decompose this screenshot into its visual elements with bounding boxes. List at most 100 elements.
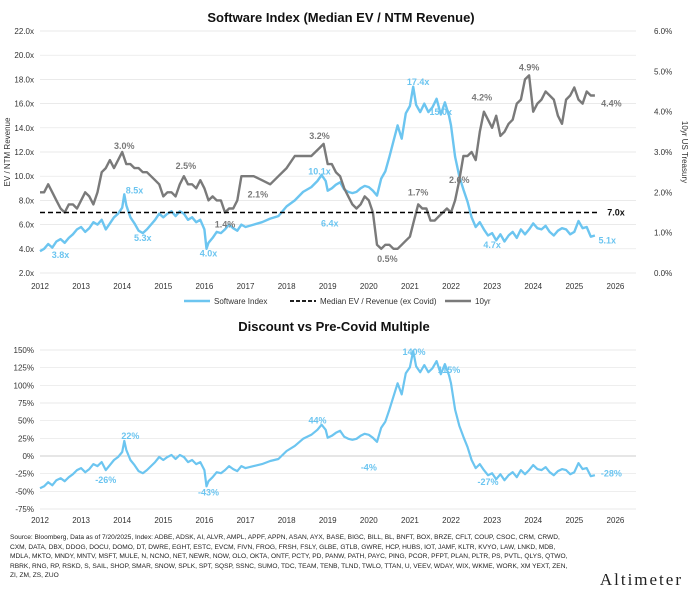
software-annotation: 10.1x [308,166,331,176]
chart2-x-tick: 2025 [565,516,583,525]
chart2-y-tick: 75% [18,399,34,408]
chart2-y-tick: -25% [15,470,34,479]
chart1-y-tick: 12.0x [14,148,34,157]
chart1-x-tick: 2015 [154,282,172,291]
software-annotation: 3.8x [52,250,70,260]
chart1-y2-axis-label: 10yr US Treasury [680,121,689,183]
altimeter-logo: Altimeter [599,570,683,589]
software-annotation: 4.0x [200,249,218,259]
legend-label: Median EV / Revenue (ex Covid) [320,297,437,306]
chart1-x-tick: 2026 [607,282,625,291]
treasury-annotation: 1.4% [215,220,236,230]
software-index-chart: Software Index (Median EV / NTM Revenue)… [3,10,689,306]
software-annotation: 5.3x [134,233,152,243]
chart1-x-tick: 2019 [319,282,337,291]
discount-chart: Discount vs Pre-Covid Multiple -75% -50% -… [14,319,636,525]
chart2-x-tick: 2019 [319,516,337,525]
chart1-y2-tick: 3.0% [654,148,672,157]
treasury-10yr-line [40,74,595,251]
chart1-y-tick: 10.0x [14,172,34,181]
chart1-y-tick: 22.0x [14,27,34,36]
chart2-x-tick: 2015 [154,516,172,525]
chart1-y-tick-labels: 2.0x 4.0x 6.0x 8.0x 10.0x 12.0x 14.0x 16.0x 18.0… [14,27,34,278]
chart2-y-tick: 100% [14,381,34,390]
chart2-x-tick: 2023 [483,516,501,525]
chart2-annotations: -26% 22% -43% 44% -4% 140% 115% -27% -28% [95,347,622,498]
chart1-series-lines [39,74,596,253]
chart2-y-tick: 25% [18,434,34,443]
chart1-y-tick: 8.0x [19,196,34,205]
chart1-x-tick: 2018 [278,282,296,291]
chart1-y2-tick: 0.0% [654,269,672,278]
chart2-x-tick: 2024 [524,516,542,525]
chart1-x-tick: 2012 [31,282,49,291]
chart1-y2-tick-labels: 0.0% 1.0% 2.0% 3.0% 4.0% 5.0% 6.0% [654,27,672,278]
discount-annotation: 140% [403,347,426,357]
discount-annotation: -4% [361,462,377,472]
software-annotation: 5.1x [598,235,616,245]
chart1-y-tick: 20.0x [14,51,34,60]
software-annotation: 17.4x [407,77,430,87]
chart1-annotations: 3.8x 8.5x 5.3x 4.0x 10.1x 6.4x 17.4x 15.0x 4.7x 5… [52,62,622,264]
discount-annotation: 44% [308,416,326,426]
chart1-x-tick: 2023 [483,282,501,291]
chart1-y-tick: 14.0x [14,124,34,133]
chart2-y-tick-labels: -75% -50% -25% 0% 25% 50% 75% 100% 125% 150% [14,346,34,514]
chart2-title: Discount vs Pre-Covid Multiple [238,319,429,334]
software-annotation: 4.7x [483,240,501,250]
treasury-annotation: 2.6% [449,175,470,185]
chart1-y-tick: 16.0x [14,100,34,109]
discount-annotation: -27% [478,477,499,487]
legend-label: Software Index [214,297,267,306]
chart-canvas: Software Index (Median EV / NTM Revenue)… [3,10,689,525]
median-line-label: 7.0x [607,208,625,218]
chart2-x-tick: 2021 [401,516,419,525]
chart2-x-tick: 2022 [442,516,460,525]
chart2-x-tick: 2016 [196,516,214,525]
chart2-y-tick: -75% [15,505,34,514]
chart2-x-tick: 2014 [113,516,131,525]
discount-annotation: 22% [121,431,139,441]
chart1-x-tick: 2025 [565,282,583,291]
chart1-x-tick: 2014 [113,282,131,291]
chart1-x-tick: 2017 [237,282,255,291]
chart2-y-tick: 50% [18,417,34,426]
chart2-x-tick: 2020 [360,516,378,525]
chart1-gridlines [40,30,636,274]
chart2-x-tick: 2012 [31,516,49,525]
chart2-series-line [39,349,596,490]
treasury-annotation: 4.4% [601,99,622,109]
treasury-annotation: 4.2% [472,93,493,103]
chart1-x-tick: 2020 [360,282,378,291]
chart2-y-tick: -50% [15,487,34,496]
software-annotation: 6.4x [321,218,339,228]
chart2-x-tick: 2026 [607,516,625,525]
chart1-x-tick-labels: 2012 2013 2014 2015 2016 2017 2018 2019 2020 2021… [31,282,625,291]
treasury-annotation: 2.1% [248,189,269,199]
chart1-legend: Software Index Median EV / Revenue (ex Co… [184,297,491,306]
software-annotation: 8.5x [126,186,144,196]
chart2-y-tick: 125% [14,364,34,373]
chart1-y2-tick: 6.0% [654,27,672,36]
chart2-x-tick: 2013 [72,516,90,525]
chart1-x-tick: 2013 [72,282,90,291]
chart2-gridlines [40,349,636,510]
treasury-annotation: 2.5% [176,161,197,171]
chart2-y-tick: 0% [22,452,34,461]
software-index-line [39,85,596,253]
chart2-x-tick: 2018 [278,516,296,525]
discount-line [39,349,596,490]
chart1-y2-tick: 1.0% [654,229,672,238]
chart1-x-tick: 2022 [442,282,460,291]
treasury-annotation: 0.5% [377,254,398,264]
treasury-annotation: 1.7% [408,187,429,197]
discount-annotation: 115% [438,365,461,375]
chart1-y-axis-label: EV / NTM Revenue [3,117,12,186]
chart1-x-tick: 2021 [401,282,419,291]
chart1-x-tick: 2016 [196,282,214,291]
chart1-y2-tick: 5.0% [654,67,672,76]
chart1-y-tick: 6.0x [19,221,34,230]
chart1-y2-tick: 4.0% [654,108,672,117]
chart1-x-tick: 2024 [524,282,542,291]
median-reference-line: 7.0x [40,208,625,218]
